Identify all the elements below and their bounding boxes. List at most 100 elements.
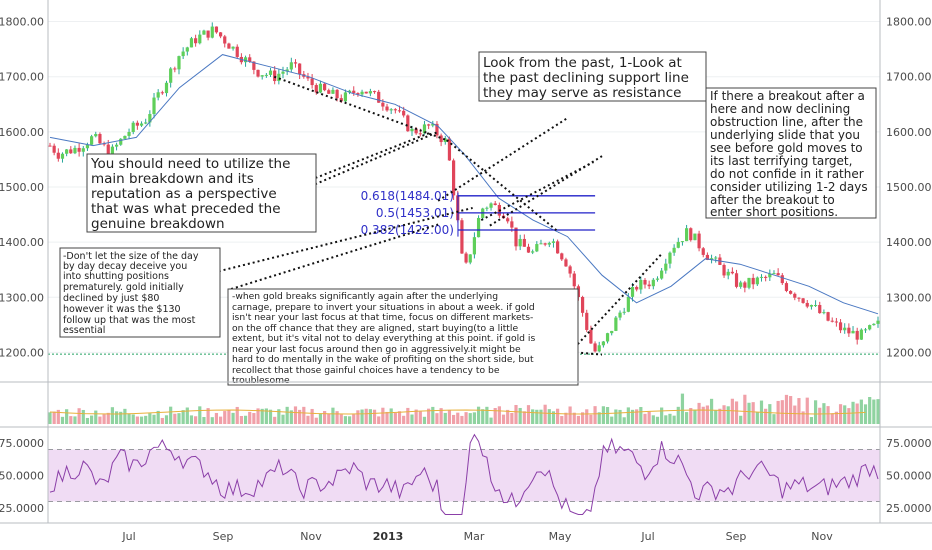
volume-bar <box>65 409 69 424</box>
candle <box>427 123 431 130</box>
volume-bar <box>726 406 730 424</box>
candle <box>822 309 826 315</box>
volume-bar <box>593 406 597 424</box>
dotted-trend-line <box>489 155 603 227</box>
candle-body <box>622 311 626 313</box>
volume-bar <box>876 399 880 424</box>
volume-bar <box>227 410 231 424</box>
candle-body <box>747 277 751 288</box>
volume-bar <box>389 408 393 424</box>
candle <box>826 311 830 322</box>
dotted-trend-line <box>576 351 603 356</box>
volume-bar <box>460 415 464 424</box>
volume-bar <box>169 406 173 424</box>
candle-body <box>364 91 368 94</box>
candle-body <box>447 138 452 161</box>
candle <box>618 310 622 321</box>
annotation-line-7: follow up that was the most <box>63 315 196 326</box>
candle <box>98 132 102 145</box>
candle-body <box>855 330 859 340</box>
annotation-line-5: see before gold moves to <box>710 141 863 155</box>
candle-body <box>668 252 672 264</box>
volume-bar <box>522 411 526 424</box>
volume-bar <box>535 409 539 424</box>
candle <box>235 44 239 60</box>
candle-body <box>468 254 472 263</box>
candle-body <box>198 34 202 44</box>
candle <box>493 200 497 206</box>
price-tick-label-right: 1200.00 <box>886 346 932 359</box>
volume-bar <box>152 414 156 424</box>
candle-body <box>655 278 660 280</box>
volume-bar <box>335 411 339 424</box>
volume-bar <box>368 409 372 424</box>
annotation-line-8: essential <box>63 325 105 336</box>
candle-body <box>260 75 264 77</box>
moving-average-line <box>49 54 879 315</box>
candle <box>764 275 768 282</box>
volume-bar <box>518 407 522 424</box>
volume-bar <box>709 398 714 424</box>
annotation-line-6: near your last focus around then go in a… <box>232 344 521 355</box>
volume-bar <box>189 415 194 424</box>
candle <box>772 270 776 275</box>
volume-bar <box>755 412 759 424</box>
candle-body <box>418 133 422 135</box>
candle <box>90 134 94 146</box>
candle-body <box>306 76 310 79</box>
candle <box>406 114 410 132</box>
volume-bar <box>447 410 452 424</box>
price-tick-label-left: 1200.00 <box>0 346 44 359</box>
volume-bar <box>443 412 447 424</box>
candle <box>747 277 751 290</box>
candle-body <box>689 228 693 241</box>
candle <box>734 269 739 289</box>
volume-bar <box>585 409 589 424</box>
candle <box>135 120 139 130</box>
candle <box>81 146 85 157</box>
volume-bar <box>639 407 643 424</box>
volume-bar <box>526 405 531 424</box>
candle-body <box>722 264 726 276</box>
volume-bar <box>826 406 830 424</box>
candle-body <box>614 317 618 331</box>
candle-body <box>872 323 876 326</box>
candle-body <box>822 312 826 314</box>
candle-body <box>119 138 123 145</box>
candle <box>635 285 639 292</box>
volume-bar <box>393 412 397 424</box>
volume-bar <box>863 404 868 424</box>
candle <box>580 295 585 317</box>
volume-bar <box>472 412 477 424</box>
candle <box>630 283 635 302</box>
candle-body <box>518 238 522 247</box>
time-tick-label: 2013 <box>373 530 404 543</box>
candle-body <box>343 92 348 102</box>
time-tick-label: Jul <box>121 530 135 543</box>
candle <box>776 268 780 276</box>
volume-bar <box>543 404 547 424</box>
price-tick-label-left: 1300.00 <box>0 291 44 304</box>
volume-bar <box>451 414 456 424</box>
candle-body <box>789 290 793 294</box>
volume-bar <box>339 414 343 424</box>
candle-body <box>218 32 223 37</box>
candle-body <box>94 133 98 137</box>
volume-bar <box>364 408 368 424</box>
candle <box>310 74 314 89</box>
volume-bar <box>427 408 431 424</box>
candle-body <box>489 203 493 208</box>
volume-bar <box>464 412 468 424</box>
candle <box>268 67 273 77</box>
volume-bar <box>372 409 377 424</box>
candle-body <box>135 122 139 126</box>
candle-body <box>393 109 397 111</box>
candle-body <box>597 345 601 352</box>
candle <box>572 271 576 291</box>
volume-bar <box>314 417 318 424</box>
candle-body <box>256 69 260 77</box>
candle-body <box>526 246 531 253</box>
annotation-line-3: obstruction line, after the <box>710 115 863 129</box>
candle-body <box>214 26 219 33</box>
volume-bar <box>414 409 418 424</box>
